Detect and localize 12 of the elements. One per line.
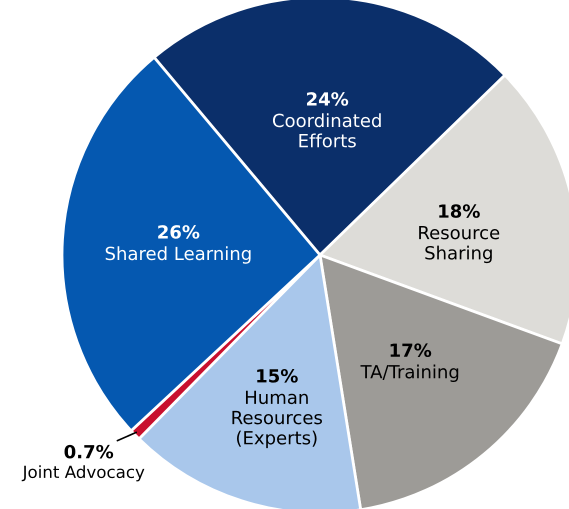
data-label: 24% bbox=[306, 92, 348, 106]
data-label: 26% bbox=[158, 225, 200, 239]
slice-label: Resource Sharing bbox=[419, 226, 500, 264]
slice-label: Coordinated Efforts bbox=[272, 113, 381, 148]
slice-label: TA/Training bbox=[360, 364, 458, 382]
data-label: 0.7% bbox=[64, 444, 114, 459]
data-label: 15% bbox=[257, 369, 298, 383]
data-label: 18% bbox=[439, 204, 480, 218]
data-label: 17% bbox=[390, 343, 432, 358]
slice-label: Human Resources (Experts) bbox=[232, 390, 322, 448]
slice-label: Shared Learning bbox=[106, 246, 251, 264]
slice-label: Joint Advocacy bbox=[22, 465, 144, 482]
